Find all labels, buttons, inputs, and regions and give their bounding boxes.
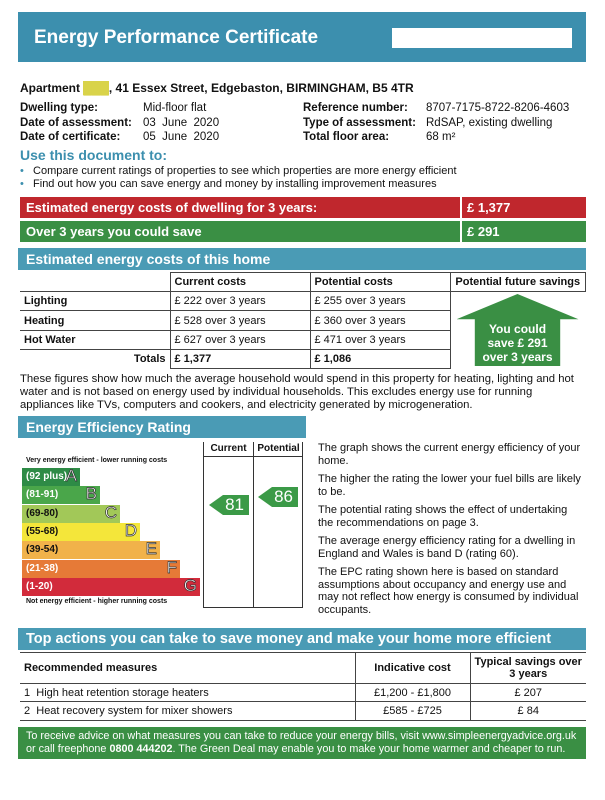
property-address: Apartment ███, 41 Essex Street, Edgebast…	[20, 81, 414, 95]
rating-columns: Current Potential 81 86	[203, 442, 303, 608]
costs-section-title: Estimated energy costs of this home	[18, 248, 586, 270]
table-row: 1 High heat retention storage heaters £1,…	[20, 683, 586, 702]
footer-advice: To receive advice on what measures you c…	[18, 727, 586, 759]
table-row: 2 Heat recovery system for mixer showers…	[20, 701, 586, 721]
totals-row: Totals £ 1,377 £ 1,086	[20, 349, 586, 369]
page-title: Energy Performance Certificate	[34, 27, 319, 48]
rating-explanation: The graph shows the current energy effic…	[318, 442, 581, 616]
band-letter: E	[145, 539, 157, 559]
rating-band-e: (39-54) E	[22, 539, 160, 560]
potential-rating-arrow: 86	[258, 487, 298, 507]
rating-band-d: (55-68) D	[22, 520, 140, 541]
rating-band-g: (1-20) G	[22, 575, 200, 596]
savings-summary-bar: Over 3 years you could save £ 291	[20, 221, 586, 242]
rating-band-b: (81-91) B	[22, 484, 100, 505]
actions-section-title: Top actions you can take to save money a…	[18, 628, 586, 650]
top-note: Very energy efficient - lower running co…	[26, 457, 168, 464]
rating-band-f: (21-38) F	[22, 557, 180, 578]
band-letter: A	[65, 466, 77, 486]
band-letter: C	[104, 502, 117, 522]
savings-text: You could save £ 291 over 3 years	[482, 322, 553, 364]
details-right: Reference number: 8707-7175-8722-8206-460…	[303, 102, 570, 143]
table-row: Lighting £ 222 over 3 years £ 255 over 3 y…	[20, 291, 586, 369]
cost-summary-bar: Estimated energy costs of dwelling for 3…	[20, 197, 586, 218]
use-title: Use this document to:	[20, 147, 168, 163]
header-banner: Energy Performance Certificate	[18, 12, 586, 62]
costs-table: Current costs Potential costs Potential fu…	[20, 272, 586, 369]
rating-band-a: (92 plus) A	[22, 466, 80, 486]
details-left: Dwelling type: Mid-floor flat Date of ass…	[20, 102, 220, 143]
band-letter: G	[183, 575, 197, 595]
bottom-note: Not energy efficient - higher running co…	[26, 598, 168, 605]
header-blank-box	[392, 28, 572, 48]
rating-section-title: Energy Efficiency Rating	[18, 416, 306, 438]
redacted-text: ███	[83, 81, 109, 95]
savings-arrow-cell: You could save £ 291 over 3 years	[449, 291, 586, 369]
actions-table: Recommended measures Indicative cost Typic…	[20, 652, 586, 721]
costs-note: These figures show how much the average …	[20, 373, 574, 411]
band-letter: D	[124, 520, 137, 541]
use-bullets: • Compare current ratings of properties …	[20, 165, 457, 190]
band-letter: F	[166, 557, 177, 577]
current-rating-arrow: 81	[209, 495, 249, 515]
table-row: Heating £ 528 over 3 years £ 360 over 3 ye…	[20, 310, 586, 331]
rating-band-c: (69-80) C	[22, 502, 120, 523]
band-letter: B	[85, 484, 97, 504]
